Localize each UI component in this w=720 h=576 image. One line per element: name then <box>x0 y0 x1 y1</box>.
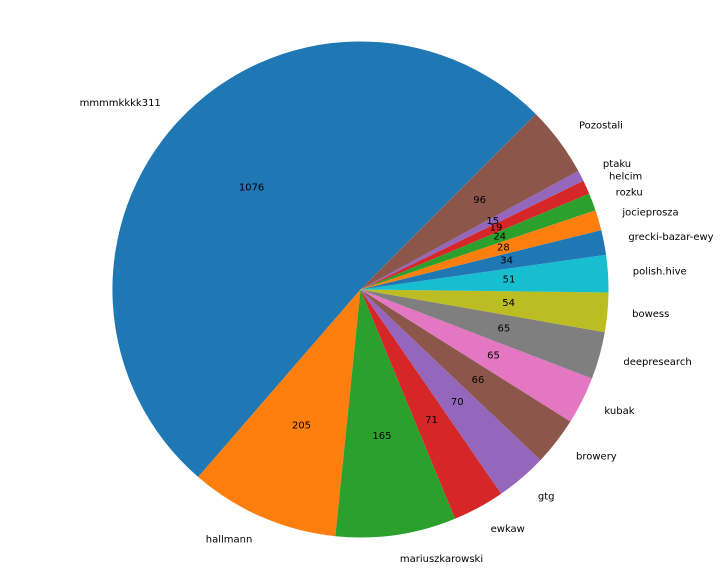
pie-slice <box>360 289 502 519</box>
slice-category-label: gtg <box>538 491 555 502</box>
pie-slice <box>360 180 590 290</box>
slice-category-label: grecki-bazar-ewy <box>628 232 713 243</box>
pie-slice <box>360 254 609 293</box>
slice-value-label: 51 <box>503 274 516 285</box>
slice-category-label: mariuszkarowski <box>400 554 483 565</box>
slice-value-label: 205 <box>292 421 311 432</box>
pie-category-labels: mmmmkkkk311 hallmann mariuszkarowski ewkaw g… <box>80 98 714 565</box>
pie-slice <box>360 114 579 290</box>
slice-value-label: 96 <box>473 195 486 206</box>
slice-category-label: ewkaw <box>491 524 525 535</box>
slice-category-label: jocieprosza <box>621 208 678 219</box>
pie-slice <box>360 289 609 333</box>
slice-category-label: helcim <box>609 171 642 182</box>
slice-category-label: polish.hive <box>633 267 687 278</box>
slice-value-label: 1076 <box>239 183 264 194</box>
pie-slice <box>112 41 536 477</box>
slice-value-label: 34 <box>500 256 513 267</box>
slice-value-label: 165 <box>372 431 391 442</box>
pie-slice <box>360 289 541 494</box>
pie-slice <box>360 193 596 290</box>
slice-category-label: rozku <box>616 188 643 199</box>
slice-value-label: 24 <box>493 231 506 242</box>
slice-category-label: browery <box>576 451 617 462</box>
slice-value-label: 19 <box>490 223 503 234</box>
slice-category-label: hallmann <box>206 534 253 545</box>
pie-slice <box>360 230 607 290</box>
pie-slice <box>198 289 361 537</box>
slice-category-label: ptaku <box>603 159 631 170</box>
pie-slice <box>360 289 605 379</box>
slice-category-label: mmmmkkkk311 <box>80 98 161 109</box>
pie-slice <box>360 170 584 290</box>
slice-value-label: 70 <box>451 397 464 408</box>
slice-category-label: Pozostali <box>579 121 623 132</box>
slice-category-label: deepresearch <box>623 357 691 368</box>
slice-value-label: 28 <box>497 242 510 253</box>
slice-value-label: 66 <box>472 375 485 386</box>
slice-value-label: 15 <box>486 216 499 227</box>
slice-value-label: 54 <box>502 298 515 309</box>
pie-slices <box>112 41 609 538</box>
pie-slice <box>335 289 456 538</box>
slice-value-label: 65 <box>498 324 511 335</box>
pie-slice <box>360 289 571 461</box>
slice-category-label: bowess <box>632 309 669 320</box>
slice-value-label: 71 <box>425 415 438 426</box>
pie-slice <box>360 210 602 290</box>
slice-value-label: 65 <box>487 351 500 362</box>
pie-slice <box>360 289 592 422</box>
slice-category-label: kubak <box>604 406 634 417</box>
